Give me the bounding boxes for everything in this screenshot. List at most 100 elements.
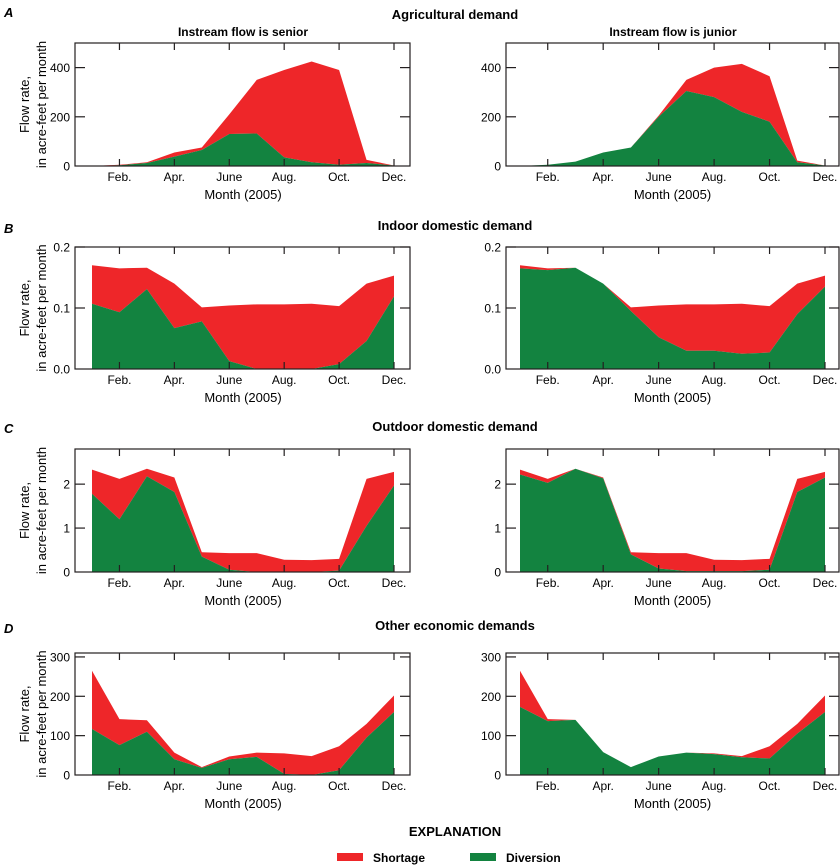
chart-panels: Feb. Apr. June Aug. Oct. Dec.Month (2005)0200…: [17, 41, 840, 811]
x-tick-label: Apr.: [164, 779, 185, 793]
x-tick-label: Aug.: [702, 170, 727, 184]
x-tick-label: Apr.: [593, 576, 614, 590]
area-shortage: [92, 61, 394, 167]
x-tick-label: Feb.: [536, 576, 560, 590]
panel-letter-c: C: [4, 421, 14, 436]
x-tick-label: Dec.: [382, 779, 407, 793]
y-tick-label: 0: [63, 566, 70, 580]
section-title-other-economic: Other economic demands: [375, 618, 535, 633]
y-tick-label: 400: [50, 61, 70, 75]
x-axis-label: Month (2005): [204, 796, 281, 811]
chart-d-junior: Feb. Apr. June Aug. Oct. Dec. Month (2005) 0 100…: [481, 650, 840, 811]
x-tick-label: Dec.: [382, 373, 407, 387]
area-diversion: [520, 267, 825, 369]
x-tick-label: Dec.: [813, 170, 838, 184]
plot-frame: [505, 652, 840, 776]
legend-label-diversion: Diversion: [506, 851, 561, 865]
x-axis-label: Month (2005): [634, 390, 711, 405]
x-tick-label: Feb.: [536, 170, 560, 184]
area-shortage: [520, 468, 825, 572]
y-tick-label: 200: [481, 690, 501, 704]
x-tick-label: Dec.: [382, 170, 407, 184]
plot-frame: [74, 448, 411, 573]
x-tick-label: Oct.: [759, 576, 781, 590]
y-tick-label: 0: [494, 769, 501, 783]
plot-frame: [505, 42, 840, 167]
area-diversion: [92, 133, 394, 166]
area-shortage: [92, 670, 394, 775]
x-axis-label: Month (2005): [634, 796, 711, 811]
x-tick-label: Aug.: [272, 170, 297, 184]
y-axis-title-line1: Flow rate,: [17, 482, 32, 539]
area-shortage: [92, 265, 394, 369]
y-tick-label: 0: [63, 160, 70, 174]
y-tick-label: 2: [63, 478, 70, 492]
section-title-outdoor: Outdoor domestic demand: [372, 419, 537, 434]
y-tick-label: 0: [63, 769, 70, 783]
y-tick-label: 100: [50, 729, 70, 743]
x-tick-label: Dec.: [813, 373, 838, 387]
x-axis-label: Month (2005): [204, 593, 281, 608]
y-tick-label: 0.2: [53, 241, 70, 255]
x-tick-label: Oct.: [759, 779, 781, 793]
y-axis-title-line1: Flow rate,: [17, 76, 32, 133]
x-tick-label: June: [216, 373, 242, 387]
y-tick-label: 1: [494, 522, 501, 536]
legend-title: EXPLANATION: [409, 824, 501, 839]
x-tick-label: Aug.: [272, 373, 297, 387]
y-tick-label: 2: [494, 478, 501, 492]
chart-c-junior: Feb. Apr. June Aug. Oct. Dec. Month (2005) 0 1 2: [494, 448, 840, 608]
x-axis-label: Month (2005): [204, 187, 281, 202]
y-axis-title-line2: in acre-feet per month: [34, 41, 49, 168]
panel-letter-d: D: [4, 621, 14, 636]
plot-frame: [74, 652, 411, 776]
x-tick-label: Aug.: [702, 779, 727, 793]
x-tick-label: June: [646, 170, 672, 184]
chart-d-senior: Feb. Apr. June Aug. Oct. Dec. Month (2005) 0 100…: [17, 650, 411, 811]
area-shortage: [520, 265, 825, 354]
plot-frame: [505, 448, 840, 573]
y-tick-label: 100: [481, 729, 501, 743]
x-tick-label: Aug.: [702, 576, 727, 590]
area-diversion: [92, 289, 394, 369]
x-tick-label: Apr.: [164, 170, 185, 184]
plot-frame: [74, 42, 411, 167]
y-axis-title-line2: in acre-feet per month: [34, 447, 49, 574]
y-tick-label: 0.0: [484, 363, 501, 377]
legend: EXPLANATION Shortage Diversion: [337, 824, 561, 865]
x-tick-label: Dec.: [382, 576, 407, 590]
x-tick-label: Dec.: [813, 779, 838, 793]
chart-b-senior: Feb. Apr. June Aug. Oct. Dec. Month (2005) 0.0 0…: [17, 241, 411, 405]
x-tick-label: June: [216, 170, 242, 184]
y-tick-label: 0.1: [484, 302, 501, 316]
area-diversion: [520, 706, 825, 775]
y-axis-title-line2: in acre-feet per month: [34, 244, 49, 371]
y-tick-label: 300: [481, 650, 501, 664]
area-shortage: [520, 63, 825, 166]
x-axis-label: Month (2005): [204, 390, 281, 405]
x-tick-label: Aug.: [272, 779, 297, 793]
y-axis-title-line1: Flow rate,: [17, 279, 32, 336]
y-tick-label: 300: [50, 650, 70, 664]
x-tick-label: Aug.: [272, 576, 297, 590]
x-tick-label: Oct.: [328, 170, 350, 184]
y-tick-label: 0: [494, 160, 501, 174]
panel-letter-a: A: [3, 5, 13, 20]
x-tick-label: Oct.: [328, 576, 350, 590]
x-tick-label: June: [646, 576, 672, 590]
x-tick-label: Apr.: [164, 576, 185, 590]
y-axis-title-line2: in acre-feet per month: [34, 650, 49, 777]
x-tick-label: Feb.: [107, 576, 131, 590]
x-tick-label: Oct.: [759, 373, 781, 387]
panel-letter-b: B: [4, 221, 13, 236]
y-tick-label: 0: [494, 566, 501, 580]
x-tick-label: Feb.: [107, 779, 131, 793]
x-tick-label: Oct.: [328, 373, 350, 387]
area-diversion: [92, 712, 394, 775]
chart-a-junior: Feb. Apr. June Aug. Oct. Dec. Month (2005) 0 200…: [481, 42, 840, 202]
x-tick-label: Apr.: [593, 170, 614, 184]
chart-b-junior: Feb. Apr. June Aug. Oct. Dec. Month (2005) 0.0 0…: [484, 241, 840, 405]
subtitle-senior: Instream flow is senior: [178, 25, 308, 39]
x-tick-label: Aug.: [702, 373, 727, 387]
